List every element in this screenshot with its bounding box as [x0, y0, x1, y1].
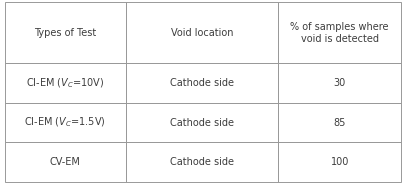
Bar: [277, 103, 400, 142]
Text: Cathode side: Cathode side: [170, 157, 233, 167]
Text: CI-EM ($V_C$=10V): CI-EM ($V_C$=10V): [26, 76, 104, 90]
Text: Cathode side: Cathode side: [170, 78, 233, 88]
Bar: [5, 63, 126, 103]
Bar: [5, 2, 126, 63]
Bar: [5, 142, 126, 182]
Text: % of samples where
void is detected: % of samples where void is detected: [290, 22, 388, 44]
Text: 85: 85: [333, 118, 345, 128]
Bar: [5, 103, 126, 142]
Bar: [126, 63, 277, 103]
Text: CI-EM ($V_C$=1.5V): CI-EM ($V_C$=1.5V): [24, 116, 106, 129]
Bar: [277, 63, 400, 103]
Bar: [277, 142, 400, 182]
Text: Cathode side: Cathode side: [170, 118, 233, 128]
Text: Void location: Void location: [171, 28, 233, 38]
Text: Types of Test: Types of Test: [34, 28, 96, 38]
Text: 30: 30: [333, 78, 345, 88]
Bar: [126, 103, 277, 142]
Bar: [126, 2, 277, 63]
Text: CV-EM: CV-EM: [50, 157, 81, 167]
Bar: [126, 142, 277, 182]
Text: 100: 100: [330, 157, 348, 167]
Bar: [277, 2, 400, 63]
